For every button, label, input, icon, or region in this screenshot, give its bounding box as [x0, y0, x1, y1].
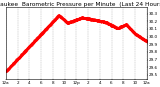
Title: Milwaukee  Barometric Pressure per Minute  (Last 24 Hours): Milwaukee Barometric Pressure per Minute… [0, 2, 160, 7]
